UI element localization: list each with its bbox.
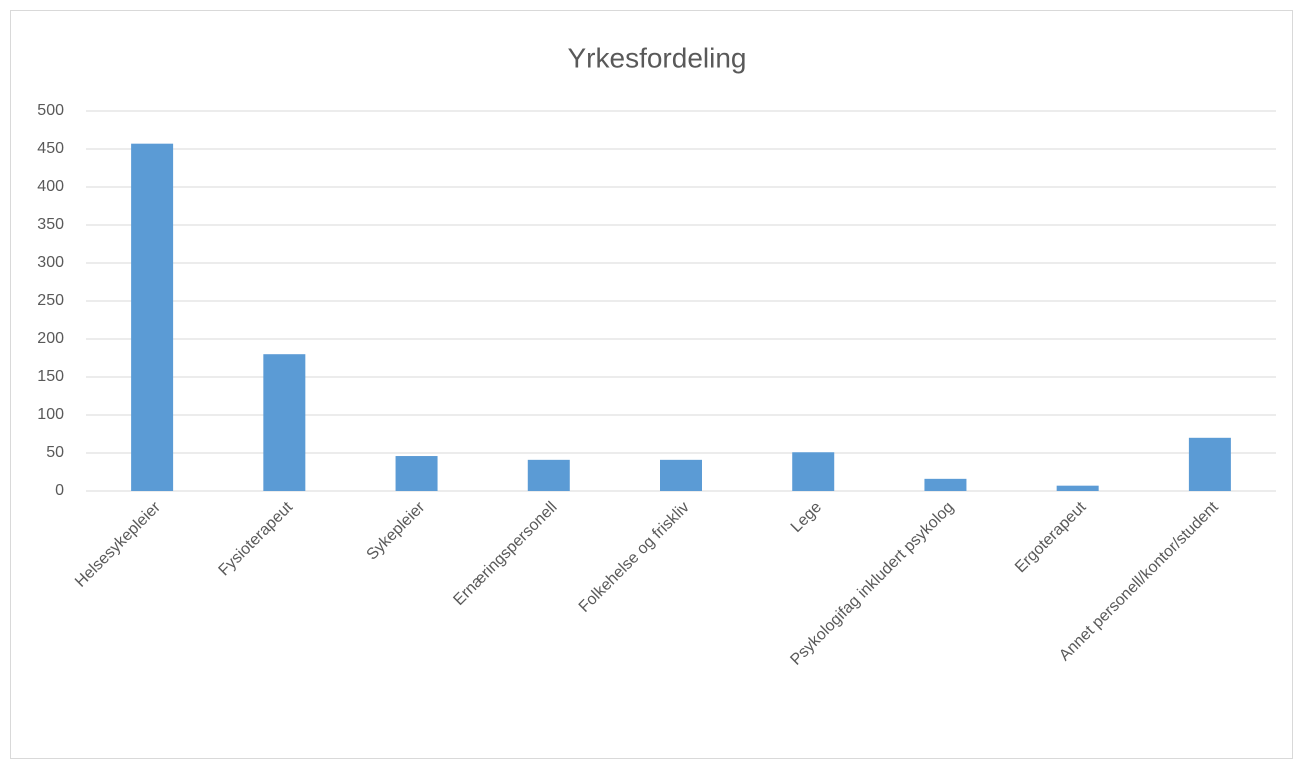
bar — [660, 459, 702, 491]
bar — [263, 354, 306, 491]
y-tick-label: 500 — [37, 102, 64, 119]
y-tick-label: 250 — [37, 292, 64, 309]
bar — [1056, 485, 1099, 491]
y-tick-label: 400 — [37, 178, 64, 195]
y-tick-label: 200 — [37, 330, 64, 347]
y-tick-label: 0 — [55, 482, 64, 499]
bar — [1188, 437, 1231, 491]
bar — [924, 478, 967, 491]
bar — [395, 456, 438, 491]
bar — [527, 459, 570, 491]
y-tick-label: 300 — [37, 254, 64, 271]
bar — [131, 143, 174, 491]
y-tick-label: 350 — [37, 216, 64, 233]
y-tick-label: 450 — [37, 140, 64, 157]
chart-frame — [10, 10, 1293, 759]
chart-title: Yrkesfordeling — [568, 42, 747, 73]
bar — [792, 452, 835, 491]
y-tick-label: 150 — [37, 368, 64, 385]
y-tick-label: 50 — [46, 444, 64, 461]
y-tick-label: 100 — [37, 406, 64, 423]
